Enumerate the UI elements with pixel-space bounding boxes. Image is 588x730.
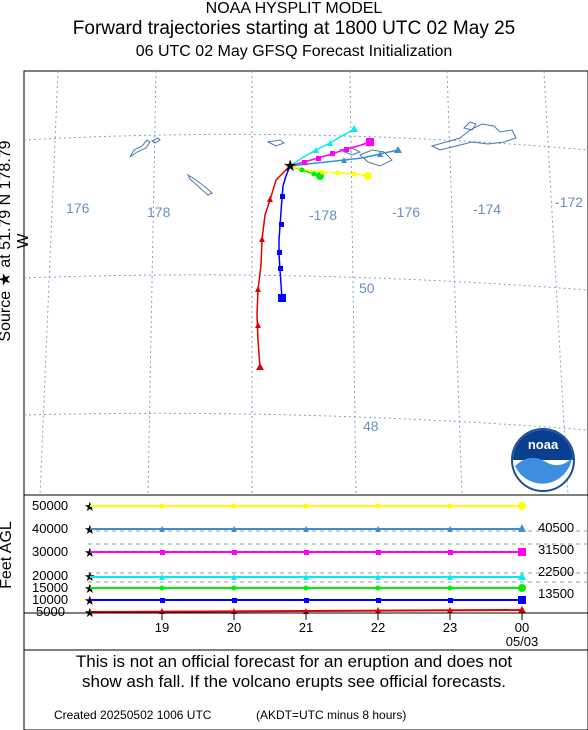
lon-label: -178 [309,207,337,223]
map-frame [23,70,588,496]
source-star-icon: ★ [84,545,96,560]
lat-label: 48 [363,418,379,434]
lat-label: 50 [359,280,375,296]
island [338,147,362,156]
island [129,139,151,158]
end-height-label: 22500 [538,564,574,579]
lon-label: 178 [147,204,171,220]
height-source-stars: ★ ★ ★ ★ ★ ★ ★ [84,499,96,620]
disclaimer-notice: This is not an official forecast for an … [0,652,588,692]
time-axis-labels: 19 20 21 22 23 00 05/03 [155,620,539,649]
height-tick: 15000 [32,580,68,595]
island [266,139,286,147]
lat-52-line [23,133,588,151]
lat-48-line [23,412,588,431]
latitude-gridlines [23,133,588,431]
height-tick: 40000 [32,521,68,536]
time-zone-note: (AKDT=UTC minus 8 hours) [256,708,407,722]
island [430,123,517,151]
source-location-label: Source ★ at 51.79 N 178.79 W [0,140,32,342]
lon-label: -176 [392,204,420,220]
logo-text: noaa [528,437,559,452]
trajectory-50000-end [364,172,372,180]
trajectory-5000-end [256,363,264,370]
end-height-label: 40500 [538,520,574,535]
height-y-ticks: 50000 40000 30000 20000 15000 10000 5000 [32,498,68,619]
trajectory-10000-end [278,294,286,302]
source-star-icon: ★ [84,522,96,537]
trajectory-5000-path [256,165,291,369]
trajectory-30000-markers [302,138,374,165]
height-tick: 5000 [36,604,65,619]
height-trajectories [89,505,523,613]
time-tick: 20 [227,620,241,635]
trajectory-40000-markers [341,146,402,163]
map-markers [255,125,402,370]
end-height-label: 31500 [538,542,574,557]
trajectory-40000-end [394,146,402,153]
trajectory-30000-end [366,138,374,146]
height-axis-label: Feet AGL [0,521,15,589]
source-star-icon: ★ [84,569,96,584]
end-height-labels: 40500 31500 22500 13500 [538,520,574,601]
time-date-label: 05/03 [506,634,539,649]
height-tick: 50000 [32,498,68,513]
time-tick: 21 [299,620,313,635]
height-gridlines [88,530,588,583]
page-title: Forward trajectories starting at 1800 UT… [72,18,516,39]
lon-176w-line [446,70,463,496]
model-title: NOAA HYSPLIT MODEL [205,0,383,17]
lon-176e-line [39,70,59,496]
lon-178e-line [147,70,157,496]
source-star-icon: ★ [84,499,96,514]
page-subtitle: 06 UTC 02 May GFSQ Forecast Initializati… [135,43,453,60]
trajectory-20000-end [350,125,358,132]
trajectory-10000-markers [277,194,286,302]
island [186,173,213,196]
height-tick: 30000 [32,544,68,559]
lon-label: -172 [555,194,583,210]
notice-line: This is not an official forecast for an … [75,652,513,671]
time-tick: 23 [443,620,457,635]
longitude-gridlines [39,70,569,496]
created-timestamp: Created 20250502 1006 UTC [54,708,212,722]
trajectory-20000-path [289,128,355,167]
island [463,121,477,131]
time-tick: 19 [155,620,169,635]
coastlines [129,121,517,196]
time-axis-ticks [161,613,523,620]
island [359,149,393,167]
notice-line: show ash fall. If the volcano erupts see… [82,672,506,691]
time-tick: 22 [371,620,385,635]
island [151,137,161,144]
trajectory-10000-path [278,165,291,299]
source-star-icon: ★ [84,593,96,608]
lon-178w-line [349,70,357,496]
time-tick: 00 [515,620,529,635]
end-height-label: 13500 [538,586,574,601]
lon-label: 176 [66,200,90,216]
trajectory-50000-markers [319,169,372,180]
lon-label: -174 [473,201,501,217]
noaa-logo: noaa [511,428,575,492]
lon-174w-line [543,70,569,496]
trajectory-20000-markers [313,125,358,153]
source-star-icon: ★ [283,158,297,175]
source-star-icon: ★ [84,581,96,596]
height-markers [159,502,526,614]
height-tick: 20000 [32,568,68,583]
trajectory-5000-markers [255,196,273,370]
height-tick: 10000 [32,592,68,607]
footer-frame [23,649,588,730]
lat-50-line [23,274,588,291]
